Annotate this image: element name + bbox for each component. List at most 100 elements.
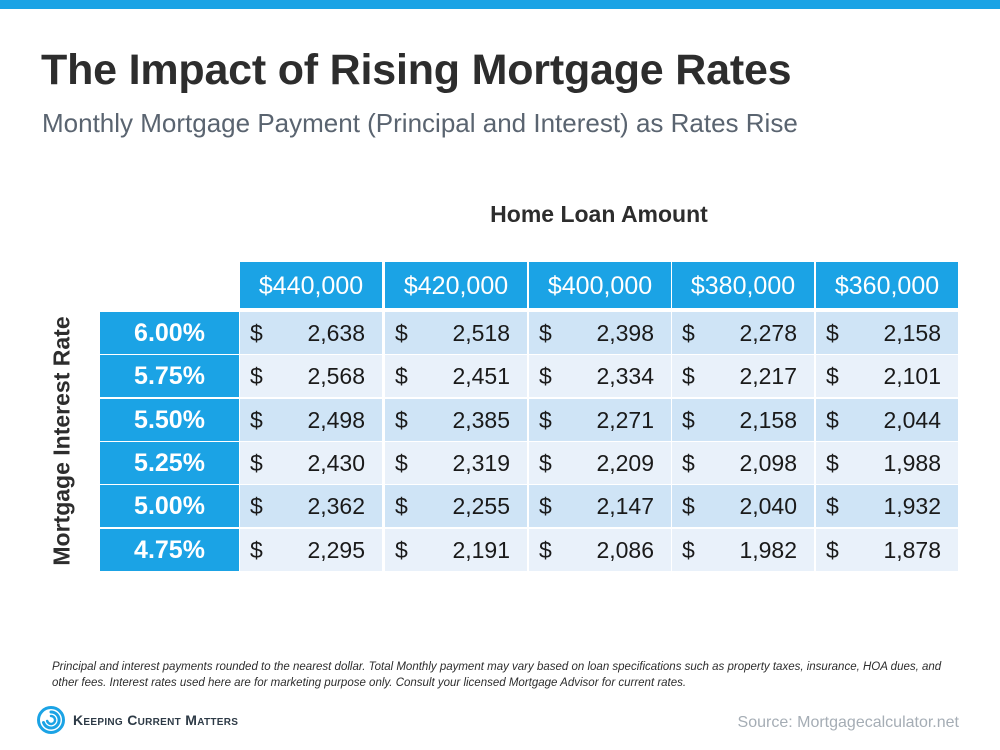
currency-symbol: $ [395, 537, 408, 563]
page-title: The Impact of Rising Mortgage Rates [41, 46, 792, 94]
table-cell: $2,498 [240, 399, 382, 441]
payment-value: 2,044 [883, 407, 941, 433]
row-header-rate-0: 6.00% [100, 312, 239, 354]
currency-symbol: $ [539, 537, 552, 563]
brand-logo: Keeping Current Matters [37, 706, 238, 734]
payment-value: 2,040 [739, 493, 797, 519]
payment-value: 1,932 [883, 493, 941, 519]
payment-value: 2,158 [883, 320, 941, 346]
column-axis-label: Home Loan Amount [490, 201, 708, 227]
currency-symbol: $ [539, 363, 552, 389]
table-cell: $2,147 [529, 485, 671, 527]
currency-symbol: $ [826, 537, 839, 563]
currency-symbol: $ [250, 363, 263, 389]
payment-value: 1,878 [883, 537, 941, 563]
payment-value: 2,147 [596, 493, 654, 519]
payment-value: 2,217 [739, 363, 797, 389]
table-cell: $2,362 [240, 485, 382, 527]
table-cell: $2,040 [672, 485, 814, 527]
currency-symbol: $ [682, 320, 695, 346]
payment-value: 2,098 [739, 450, 797, 476]
row-header-rate-5: 4.75% [100, 529, 239, 571]
table-cell: $2,098 [672, 442, 814, 484]
currency-symbol: $ [250, 537, 263, 563]
column-header-4: $360,000 [816, 262, 958, 308]
currency-symbol: $ [682, 407, 695, 433]
currency-symbol: $ [682, 450, 695, 476]
payment-value: 2,271 [596, 407, 654, 433]
table-cell: $2,209 [529, 442, 671, 484]
table-cell: $2,158 [816, 312, 958, 354]
payment-value: 2,158 [739, 407, 797, 433]
table-cell: $2,319 [385, 442, 527, 484]
table-cell: $2,101 [816, 355, 958, 397]
row-header-rate-4: 5.00% [100, 485, 239, 527]
currency-symbol: $ [826, 363, 839, 389]
column-header-1: $420,000 [385, 262, 527, 308]
table-cell: $2,158 [672, 399, 814, 441]
table-cell: $2,217 [672, 355, 814, 397]
payment-value: 2,385 [452, 407, 510, 433]
table-cell: $2,191 [385, 529, 527, 571]
payment-value: 2,278 [739, 320, 797, 346]
footnote: Principal and interest payments rounded … [52, 661, 942, 689]
currency-symbol: $ [250, 493, 263, 519]
currency-symbol: $ [250, 450, 263, 476]
kcm-swirl-logo-icon [37, 706, 65, 734]
payment-value: 2,255 [452, 493, 510, 519]
currency-symbol: $ [682, 537, 695, 563]
payment-value: 2,568 [307, 363, 365, 389]
payment-value: 2,295 [307, 537, 365, 563]
table-cell: $2,638 [240, 312, 382, 354]
table-cell: $2,295 [240, 529, 382, 571]
row-header-rate-2: 5.50% [100, 399, 239, 441]
currency-symbol: $ [682, 493, 695, 519]
column-header-3: $380,000 [672, 262, 814, 308]
table-cell: $2,271 [529, 399, 671, 441]
currency-symbol: $ [826, 493, 839, 519]
currency-symbol: $ [250, 407, 263, 433]
currency-symbol: $ [682, 363, 695, 389]
currency-symbol: $ [826, 320, 839, 346]
currency-symbol: $ [395, 407, 408, 433]
table-cell: $2,255 [385, 485, 527, 527]
payment-value: 2,191 [452, 537, 510, 563]
payment-value: 2,498 [307, 407, 365, 433]
row-axis-label: Mortgage Interest Rate [48, 316, 75, 566]
table-cell: $2,568 [240, 355, 382, 397]
currency-symbol: $ [539, 450, 552, 476]
payment-value: 2,101 [883, 363, 941, 389]
table-cell: $2,451 [385, 355, 527, 397]
row-header-rate-3: 5.25% [100, 442, 239, 484]
payment-value: 2,319 [452, 450, 510, 476]
page-subtitle: Monthly Mortgage Payment (Principal and … [42, 108, 798, 138]
table-cell: $2,385 [385, 399, 527, 441]
table-cell: $2,044 [816, 399, 958, 441]
table-cell: $2,430 [240, 442, 382, 484]
currency-symbol: $ [395, 363, 408, 389]
table-cell: $2,334 [529, 355, 671, 397]
table-cell: $1,878 [816, 529, 958, 571]
currency-symbol: $ [250, 320, 263, 346]
currency-symbol: $ [395, 493, 408, 519]
top-accent-bar [0, 0, 1000, 9]
payment-value: 1,988 [883, 450, 941, 476]
table-cell: $2,398 [529, 312, 671, 354]
column-header-2: $400,000 [529, 262, 671, 308]
currency-symbol: $ [539, 407, 552, 433]
table-cell: $2,518 [385, 312, 527, 354]
payment-value: 2,451 [452, 363, 510, 389]
currency-symbol: $ [826, 407, 839, 433]
payment-value: 2,518 [452, 320, 510, 346]
table-cell: $2,278 [672, 312, 814, 354]
currency-symbol: $ [539, 320, 552, 346]
brand-name: Keeping Current Matters [73, 712, 239, 728]
table-cell: $2,086 [529, 529, 671, 571]
currency-symbol: $ [539, 493, 552, 519]
source-note: Source: Mortgagecalculator.net [737, 714, 959, 731]
payment-value: 2,334 [596, 363, 654, 389]
currency-symbol: $ [395, 450, 408, 476]
column-header-0: $440,000 [240, 262, 382, 308]
table-cell: $1,982 [672, 529, 814, 571]
row-header-rate-1: 5.75% [100, 355, 239, 397]
